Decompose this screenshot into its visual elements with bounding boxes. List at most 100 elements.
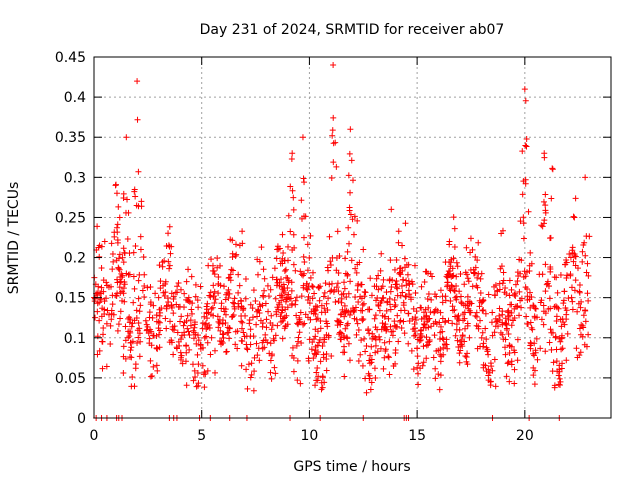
data-point	[469, 283, 476, 290]
data-point	[230, 311, 237, 318]
data-point	[580, 312, 587, 319]
data-point	[438, 353, 445, 360]
data-point	[442, 297, 449, 304]
data-point	[347, 211, 354, 218]
data-point	[116, 266, 123, 273]
data-point	[325, 295, 332, 302]
data-point	[563, 357, 570, 364]
data-point	[347, 189, 354, 196]
data-point	[257, 317, 264, 324]
data-point	[495, 323, 502, 330]
data-point	[226, 325, 233, 332]
data-point	[92, 314, 99, 321]
data-point	[115, 321, 122, 328]
data-point	[466, 334, 473, 341]
data-point	[572, 253, 579, 260]
data-point	[207, 351, 214, 358]
data-point	[502, 336, 509, 343]
data-point	[298, 293, 305, 300]
data-point	[578, 321, 585, 328]
data-point	[480, 340, 487, 347]
data-point	[131, 317, 138, 324]
data-point	[433, 347, 440, 354]
data-point	[531, 381, 538, 388]
data-point	[109, 266, 116, 273]
data-point	[181, 329, 188, 336]
data-point	[528, 260, 535, 267]
data-point	[456, 326, 463, 333]
data-point	[439, 293, 446, 300]
data-point	[290, 194, 297, 201]
data-point	[323, 350, 330, 357]
data-point	[477, 317, 484, 324]
data-point	[477, 290, 484, 297]
data-point	[397, 265, 404, 272]
data-point	[508, 301, 515, 308]
data-point	[167, 318, 174, 325]
data-point	[274, 322, 281, 329]
data-point	[557, 338, 564, 345]
data-point	[238, 325, 245, 332]
data-point	[496, 286, 503, 293]
x-tick-label: 5	[197, 428, 206, 444]
data-point	[107, 322, 114, 329]
data-point	[183, 382, 190, 389]
data-point	[222, 311, 229, 318]
data-point	[485, 372, 492, 379]
data-point	[312, 347, 319, 354]
data-point	[569, 244, 576, 251]
data-point	[458, 299, 465, 306]
data-point	[479, 298, 486, 305]
data-point	[374, 348, 381, 355]
data-point	[461, 281, 468, 288]
data-point	[272, 370, 279, 377]
data-point	[326, 281, 333, 288]
data-point	[553, 318, 560, 325]
data-point	[504, 360, 511, 367]
data-point	[582, 252, 589, 259]
data-point	[195, 337, 202, 344]
data-point	[569, 306, 576, 313]
data-point	[136, 308, 143, 315]
data-point	[508, 343, 515, 350]
data-point	[299, 134, 306, 141]
data-point	[440, 336, 447, 343]
data-point	[253, 321, 260, 328]
data-point	[120, 285, 127, 292]
data-point	[340, 290, 347, 297]
data-point	[153, 344, 160, 351]
data-point	[465, 278, 472, 285]
data-point	[307, 232, 314, 239]
data-point	[254, 352, 261, 359]
data-point	[405, 261, 412, 268]
data-point	[165, 230, 172, 237]
data-point	[321, 339, 328, 346]
data-point	[427, 309, 434, 316]
data-point	[567, 272, 574, 279]
data-point	[254, 271, 261, 278]
data-point	[282, 266, 289, 273]
data-point	[425, 316, 432, 323]
data-point	[413, 308, 420, 315]
data-point	[503, 326, 510, 333]
data-point	[201, 334, 208, 341]
data-point	[539, 223, 546, 230]
data-point	[134, 339, 141, 346]
data-point	[496, 312, 503, 319]
data-point	[532, 349, 539, 356]
data-point	[418, 283, 425, 290]
data-point	[329, 127, 336, 134]
data-point	[250, 287, 257, 294]
data-point	[440, 344, 447, 351]
data-point	[475, 323, 482, 330]
data-point	[457, 338, 464, 345]
data-point	[502, 315, 509, 322]
data-point	[184, 325, 191, 332]
data-point	[289, 246, 296, 253]
data-point	[395, 228, 402, 235]
data-point	[135, 277, 142, 284]
data-point	[487, 360, 494, 367]
data-point	[185, 328, 192, 335]
data-point	[136, 353, 143, 360]
data-point	[183, 342, 190, 349]
